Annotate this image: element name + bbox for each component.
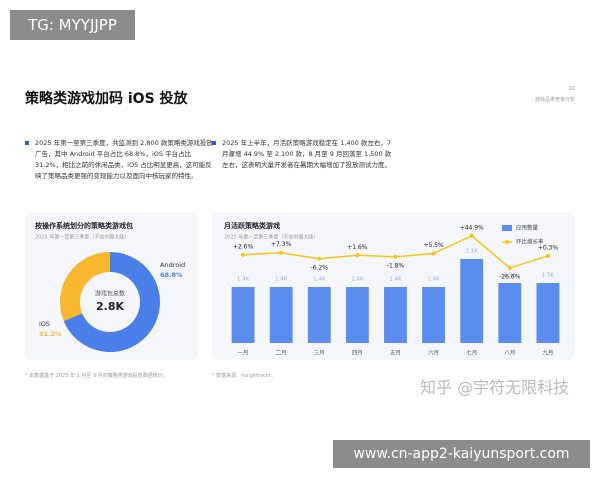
x-tick-label: 五月	[390, 350, 401, 357]
bar	[536, 283, 560, 343]
bar-value-label: 1.4K	[313, 277, 326, 283]
bar-value-label: 1.4K	[389, 277, 402, 283]
slice-value-label: 68.8%	[160, 271, 183, 279]
slice-label: iOS	[39, 320, 50, 328]
bar-line-chart: 月活跃策略类游戏 2025 年第一至第三季度（不含中国大陆） 一月 二月 三月 四月 五月 六…	[212, 212, 575, 360]
chart-subtitle: 2025 年第一至第三季度（不含中国大陆）	[224, 234, 318, 241]
watermark: 知乎 @宇符无限科技	[420, 378, 570, 397]
x-tick-label: 二月	[276, 350, 287, 357]
x-tick-label: 六月	[428, 349, 439, 357]
line-point	[279, 250, 284, 255]
legend-swatch	[505, 240, 509, 244]
chart-subtitle: 2025 年第一至第三季度（不含中国大陆）	[35, 234, 129, 241]
center-value: 2.8K	[96, 300, 124, 313]
bar-value-label: 1.4K	[427, 277, 440, 283]
note: * 数据来源：Insightrackr。	[212, 373, 276, 379]
x-tick-label: 一月	[238, 350, 249, 357]
line-point	[241, 252, 246, 257]
bar	[269, 287, 293, 343]
bar	[498, 283, 522, 343]
bar	[460, 259, 484, 343]
x-tick-label: 三月	[314, 350, 325, 357]
legend-swatch	[502, 225, 512, 231]
page-title: 策略类游戏加码 iOS 投放	[25, 91, 188, 107]
section-name: 游戏品类竞争分析	[534, 97, 575, 103]
bar	[422, 287, 446, 343]
donut-slice	[63, 252, 161, 352]
donut-slice	[60, 252, 110, 321]
footer-tag: www.cn-app2-kaiyunsport.com	[333, 440, 590, 468]
center-label: 游戏包总数	[95, 290, 125, 298]
line-value-label: +7.3%	[271, 241, 292, 248]
x-tick-label: 八月	[504, 350, 515, 357]
line-value-label: -1.8%	[387, 262, 405, 269]
line-point	[393, 254, 398, 259]
bar	[231, 287, 255, 343]
chart-title: 按操作系统划分的策略类游戏包	[35, 221, 133, 230]
bar-value-label: 1.5K	[542, 273, 555, 279]
bar-value-label: 2.1K	[466, 249, 479, 255]
donut-chart: 按操作系统划分的策略类游戏包 2025 年第一至第三季度（不含中国大陆） 游戏包总数…	[25, 212, 198, 360]
note: * 本数据基于 2025 年 1 月至 9 月的策略类游戏投放数据统计。	[25, 373, 168, 379]
line-point	[507, 265, 512, 270]
bar-value-label: 1.4K	[237, 277, 250, 283]
x-tick-label: 四月	[352, 350, 363, 357]
line-point	[469, 233, 474, 238]
bar	[384, 287, 407, 343]
bar-value-label: 1.4K	[275, 277, 288, 283]
line-point	[431, 251, 436, 256]
top-tag: TG: MYYJJPP	[10, 10, 135, 40]
chart-title: 月活跃策略类游戏	[223, 221, 280, 230]
legend-label: 环比增长率	[516, 238, 544, 246]
line-value-label: +5.5%	[423, 242, 444, 249]
bar	[345, 287, 369, 343]
page-number: 02	[568, 86, 575, 92]
line-value-label: +2.6%	[233, 243, 254, 250]
line-value-label: -26.6%	[499, 273, 521, 280]
x-tick-label: 九月	[542, 349, 553, 357]
bar-value-label: 1.5K	[504, 273, 517, 279]
slice-value-label: 31.2%	[39, 330, 62, 338]
line-value-label: +1.6%	[347, 244, 368, 251]
line-value-label: -6.2%	[311, 264, 329, 271]
line-value-label: +0.3%	[538, 244, 559, 251]
x-tick-label: 七月	[466, 349, 477, 357]
paragraph: 2025 年第一至第三季度，共监测到 2,800 款策略类游戏投放广告，其中 A…	[25, 138, 215, 182]
legend-label: 应用数量	[516, 224, 539, 232]
paragraph: 2025 年上半年，月活跃策略游戏稳定在 1,400 款左右，7 月骤增 44.…	[212, 138, 397, 171]
line-point	[545, 253, 550, 258]
slice-label: Android	[160, 261, 185, 269]
bar-value-label: 1.4K	[351, 277, 364, 283]
line-point	[355, 253, 360, 258]
line-value-label: +44.9%	[460, 224, 484, 231]
line-point	[317, 256, 322, 261]
bar	[307, 287, 331, 343]
